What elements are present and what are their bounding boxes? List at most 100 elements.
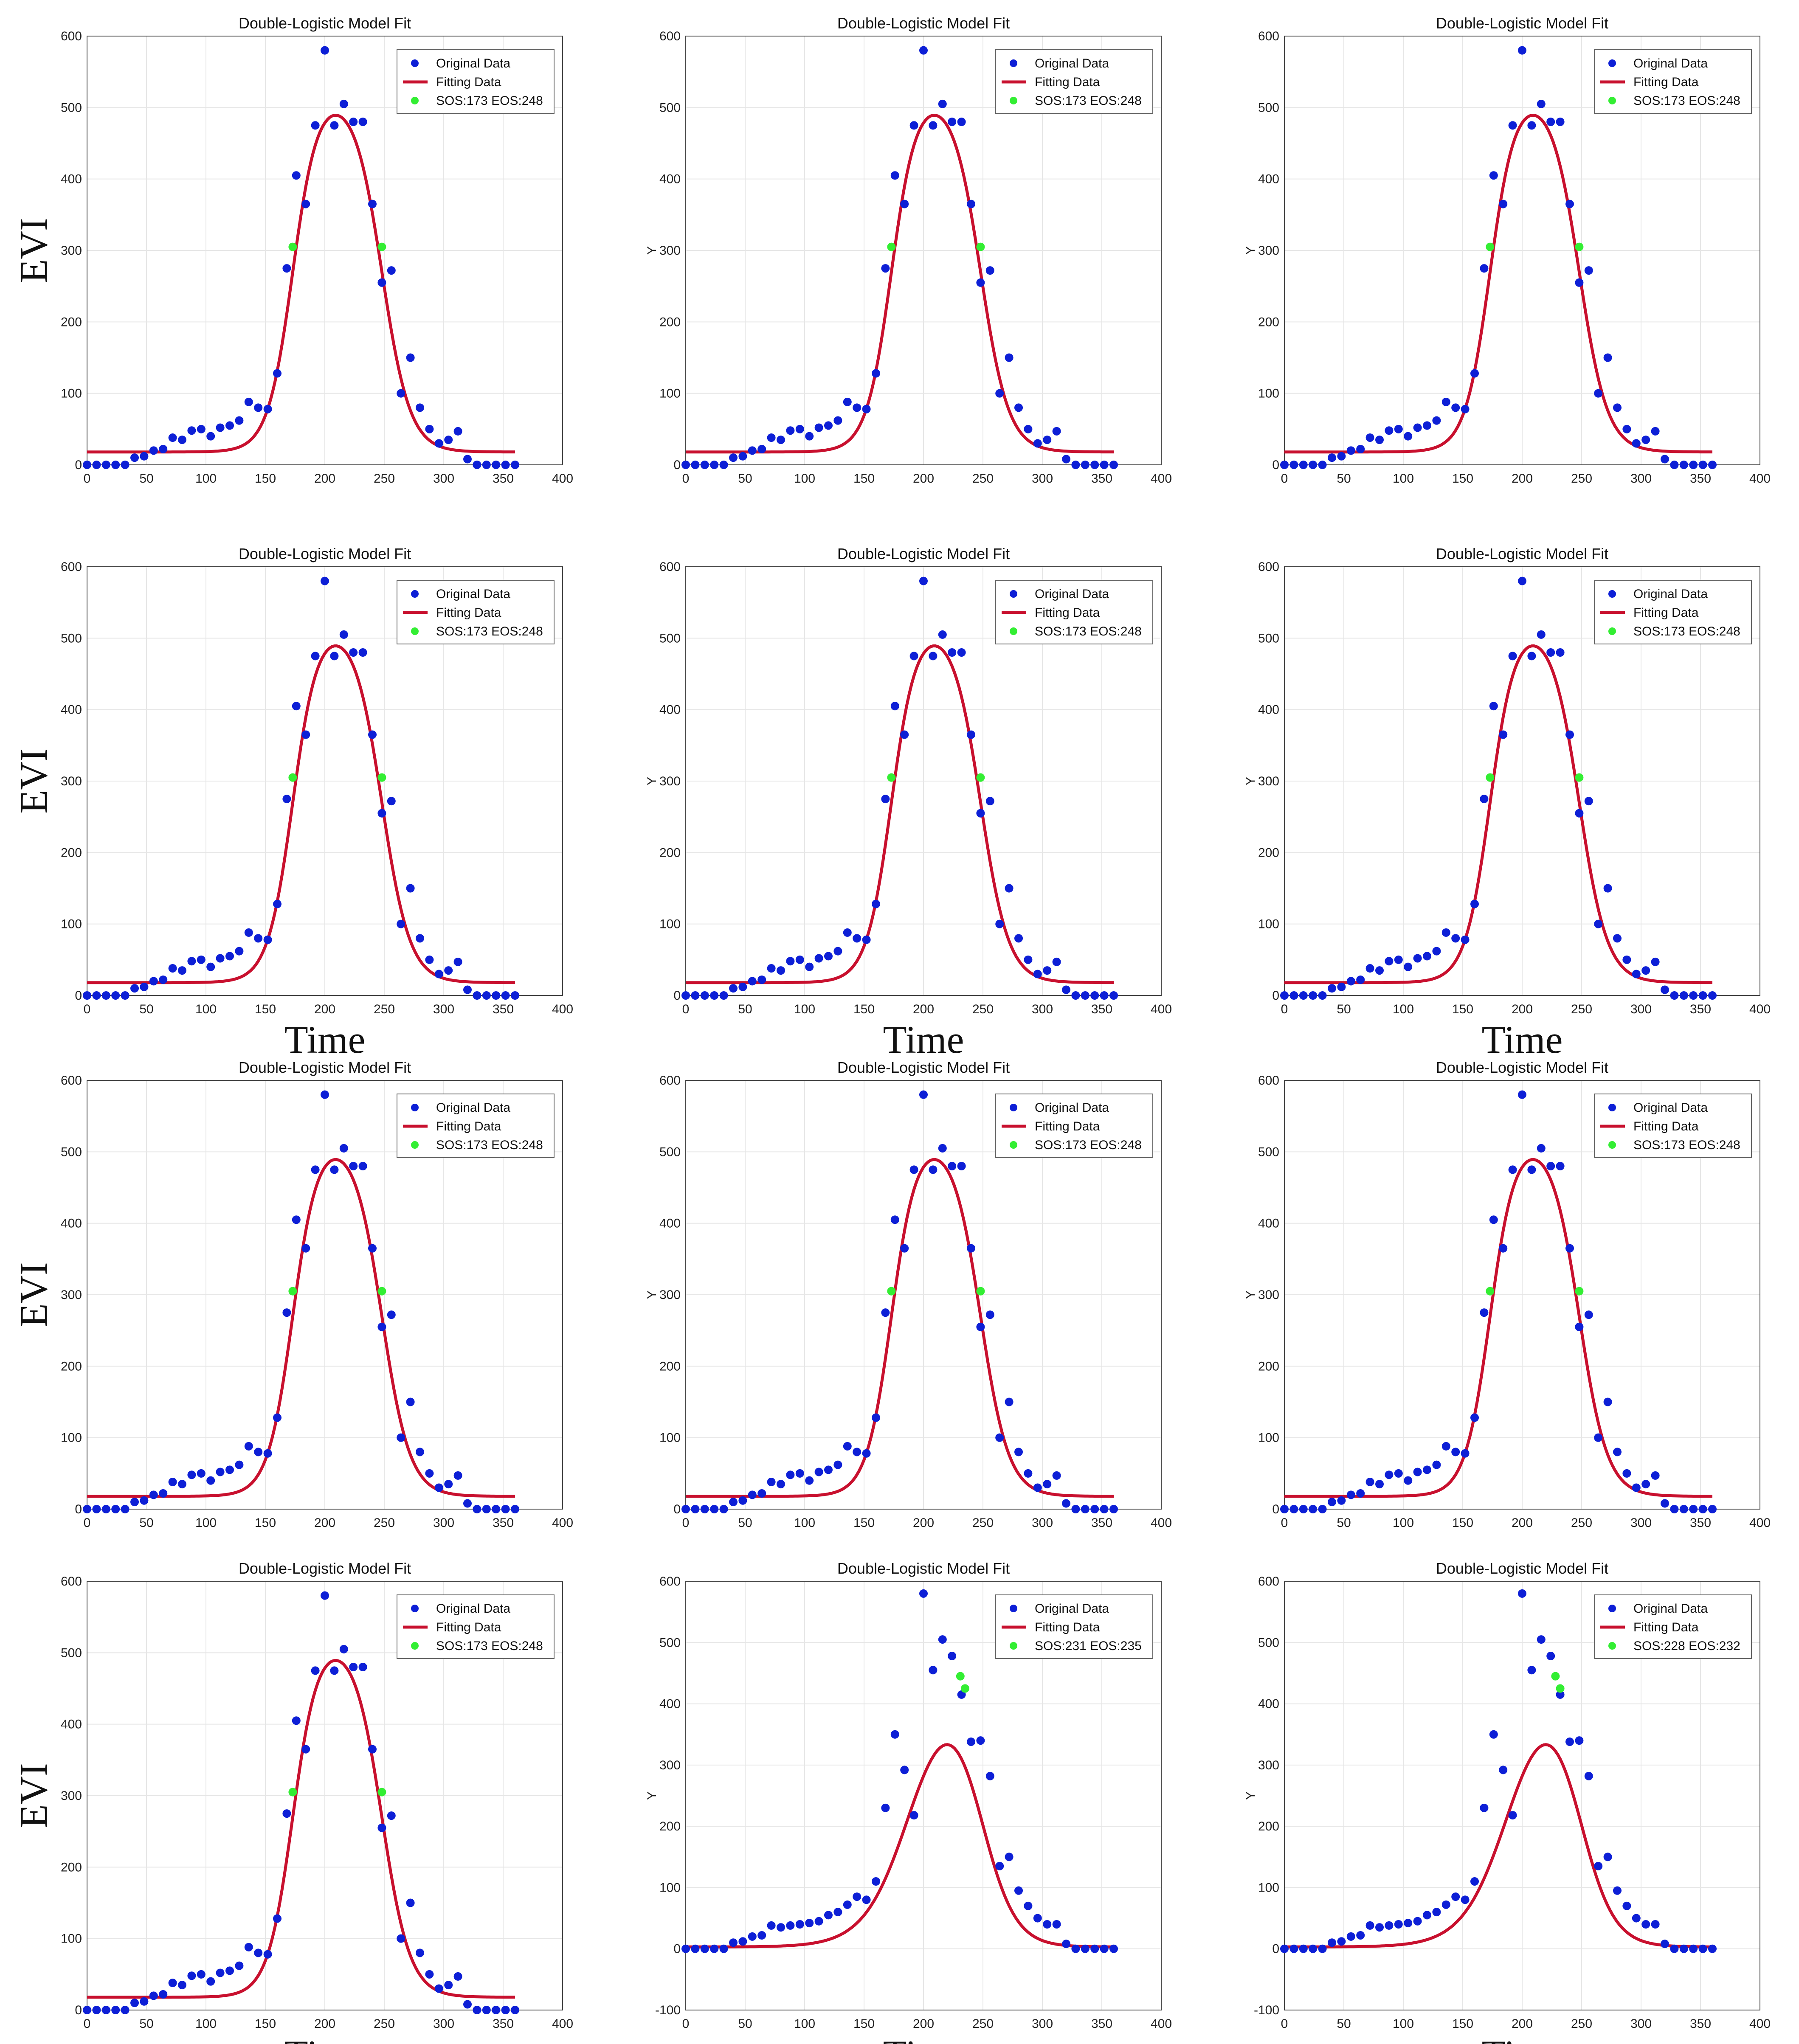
original-data-point bbox=[890, 1730, 899, 1739]
legend-original-marker bbox=[1608, 1605, 1616, 1612]
original-data-point bbox=[1432, 1908, 1441, 1917]
original-data-point bbox=[1451, 1892, 1460, 1901]
original-data-point bbox=[710, 461, 719, 469]
original-data-point bbox=[1641, 1920, 1650, 1929]
original-data-point bbox=[197, 1469, 206, 1478]
original-data-point bbox=[1280, 461, 1289, 469]
original-data-point bbox=[206, 962, 215, 971]
original-data-point bbox=[1613, 1448, 1622, 1456]
y-tick-label: 0 bbox=[1272, 1502, 1279, 1516]
original-data-point bbox=[1661, 1940, 1669, 1948]
original-data-point bbox=[1385, 426, 1394, 435]
original-data-point bbox=[406, 353, 415, 362]
original-data-point bbox=[1394, 425, 1403, 433]
original-data-point bbox=[1309, 991, 1318, 1000]
original-data-point bbox=[292, 702, 301, 711]
original-data-point bbox=[511, 991, 519, 1000]
original-data-point bbox=[1632, 1914, 1641, 1923]
legend: Original Data Fitting Data SOS:173 EOS:248 bbox=[1594, 49, 1752, 114]
chart-panel-5: 0 50 100 150 200 250 300 350 400 0 100 200 300 400 500… bbox=[645, 545, 1172, 1061]
original-data-point bbox=[1432, 1460, 1441, 1469]
original-data-point bbox=[833, 1460, 842, 1469]
legend-fitting-label: Fitting Data bbox=[1633, 75, 1699, 89]
x-tick-label: 200 bbox=[913, 1002, 934, 1016]
original-data-point bbox=[1632, 439, 1641, 448]
original-data-point bbox=[929, 121, 938, 130]
x-tick-label: 0 bbox=[682, 2017, 690, 2031]
original-data-point bbox=[890, 702, 899, 711]
y-tick-label: 100 bbox=[1258, 387, 1279, 401]
y-axis-label: Y bbox=[645, 777, 659, 785]
y-tick-label: -100 bbox=[655, 2003, 681, 2017]
original-data-point bbox=[473, 2006, 481, 2014]
original-data-point bbox=[738, 1496, 747, 1505]
original-data-point bbox=[729, 453, 738, 462]
original-data-point bbox=[1556, 118, 1565, 126]
legend-fitting-label: Fitting Data bbox=[1633, 1119, 1699, 1133]
original-data-point bbox=[862, 935, 871, 944]
legend-fitting-label: Fitting Data bbox=[1633, 606, 1699, 620]
x-tick-label: 100 bbox=[794, 2017, 815, 2031]
original-data-point bbox=[330, 1666, 339, 1675]
original-data-point bbox=[1346, 1490, 1355, 1499]
original-data-point bbox=[967, 200, 975, 208]
x-tick-label: 200 bbox=[913, 1516, 934, 1530]
original-data-point bbox=[453, 1972, 462, 1981]
original-data-point bbox=[767, 1478, 776, 1487]
x-tick-label: 250 bbox=[972, 1002, 994, 1016]
original-data-point bbox=[178, 966, 186, 975]
chart-title: Double-Logistic Model Fit bbox=[837, 14, 1010, 32]
original-data-point bbox=[786, 1470, 795, 1479]
original-data-point bbox=[416, 1948, 424, 1957]
original-data-point bbox=[444, 1480, 453, 1489]
x-tick-label: 350 bbox=[493, 1516, 514, 1530]
legend-original-label: Original Data bbox=[1035, 1602, 1109, 1616]
x-tick-label: 350 bbox=[1091, 1516, 1112, 1530]
original-data-point bbox=[1052, 957, 1061, 966]
original-data-point bbox=[1461, 405, 1470, 413]
original-data-point bbox=[301, 1745, 310, 1754]
fitting-curve bbox=[686, 113, 1114, 454]
x-tick-label: 300 bbox=[1630, 472, 1652, 486]
original-data-point bbox=[492, 461, 501, 469]
original-data-point bbox=[909, 652, 918, 661]
original-data-point bbox=[833, 416, 842, 425]
y-tick-label: 100 bbox=[1258, 1431, 1279, 1445]
original-data-point bbox=[92, 1505, 101, 1513]
eos-marker bbox=[1556, 1684, 1565, 1693]
original-data-point bbox=[995, 389, 1004, 398]
original-data-point bbox=[263, 935, 272, 944]
original-data-point bbox=[111, 1505, 120, 1513]
original-data-point bbox=[397, 389, 405, 398]
y-tick-label: 0 bbox=[1272, 989, 1279, 1003]
y-tick-label: 100 bbox=[61, 1932, 82, 1946]
original-data-point bbox=[948, 1652, 957, 1661]
y-tick-label: 100 bbox=[61, 917, 82, 931]
y-tick-label: 100 bbox=[659, 387, 681, 401]
y-tick-label: 400 bbox=[659, 703, 681, 717]
original-data-point bbox=[681, 1505, 690, 1513]
original-data-point bbox=[178, 436, 186, 444]
original-data-point bbox=[358, 1162, 367, 1170]
x-tick-label: 350 bbox=[493, 1002, 514, 1016]
x-tick-label: 50 bbox=[139, 1516, 153, 1530]
original-data-point bbox=[710, 1505, 719, 1513]
y-tick-label: 600 bbox=[659, 1574, 681, 1589]
original-data-point bbox=[1005, 353, 1014, 362]
y-tick-label: 300 bbox=[659, 1288, 681, 1302]
fitting-curve bbox=[87, 644, 515, 984]
original-data-point bbox=[1309, 1944, 1318, 1953]
x-axis-label: Time bbox=[284, 2033, 366, 2044]
original-data-point bbox=[1005, 1853, 1014, 1861]
original-data-point bbox=[149, 446, 158, 455]
original-data-point bbox=[1641, 966, 1650, 975]
y-tick-label: 0 bbox=[673, 1502, 681, 1516]
x-tick-label: 300 bbox=[1630, 1002, 1652, 1016]
original-data-point bbox=[1299, 1944, 1308, 1953]
original-data-point bbox=[311, 1165, 320, 1174]
x-tick-label: 250 bbox=[374, 472, 395, 486]
chart-title: Double-Logistic Model Fit bbox=[239, 1059, 411, 1076]
original-data-point bbox=[92, 461, 101, 469]
original-data-point bbox=[1603, 353, 1612, 362]
original-data-point bbox=[786, 957, 795, 966]
